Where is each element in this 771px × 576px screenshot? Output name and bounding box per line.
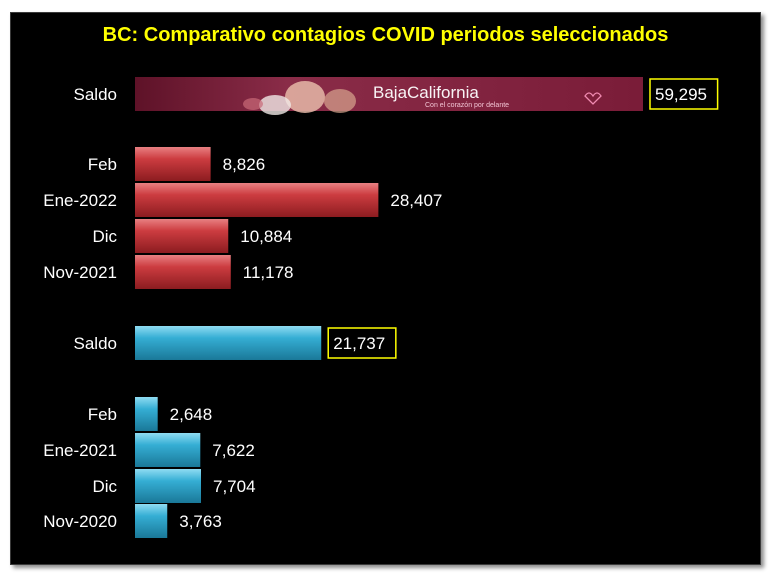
value-label: 8,826 [223,155,266,174]
value-label: 7,704 [213,477,256,496]
bar [135,469,202,503]
category-label: Dic [92,227,117,246]
value-label: 7,622 [212,441,255,460]
bar [135,219,229,253]
bar [135,433,201,467]
bar [135,326,322,360]
category-label: Ene-2021 [43,441,117,460]
bar [135,255,231,289]
value-label: 3,763 [179,512,222,531]
value-label: 2,648 [170,405,213,424]
banner-subtext: Con el corazón por delante [425,102,509,109]
highlight-box [649,78,719,110]
bar [135,397,158,431]
category-label: Feb [88,155,117,174]
bar [135,147,211,181]
category-label: Ene-2022 [43,191,117,210]
value-label: 59,295 [655,85,707,104]
category-label: Nov-2021 [43,263,117,282]
category-label: Feb [88,405,117,424]
value-label: 28,407 [390,191,442,210]
bar [135,504,168,538]
bar [135,77,643,111]
category-label: Dic [92,477,117,496]
value-label: 11,178 [243,263,294,282]
value-label: 10,884 [240,227,292,246]
category-label: Saldo [74,334,117,353]
category-label: Nov-2020 [43,512,117,531]
value-label: 21,737 [333,334,385,353]
highlight-box [327,327,397,359]
banner-text: BajaCalifornia [373,83,479,102]
bar [135,183,379,217]
category-label: Saldo [74,85,117,104]
chart-title: BC: Comparativo contagios COVID periodos… [102,24,669,46]
